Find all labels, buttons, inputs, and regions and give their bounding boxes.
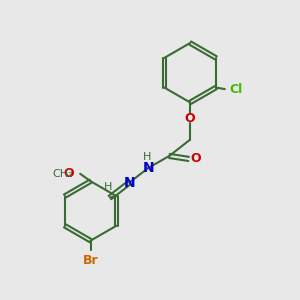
Text: O: O <box>191 152 201 165</box>
Text: N: N <box>123 176 135 190</box>
Text: O: O <box>64 167 74 180</box>
Text: H: H <box>104 182 112 192</box>
Text: CH₃: CH₃ <box>52 169 73 179</box>
Text: O: O <box>185 112 195 125</box>
Text: Br: Br <box>83 254 98 267</box>
Text: N: N <box>143 161 154 175</box>
Text: Cl: Cl <box>229 82 242 96</box>
Text: H: H <box>143 152 151 163</box>
